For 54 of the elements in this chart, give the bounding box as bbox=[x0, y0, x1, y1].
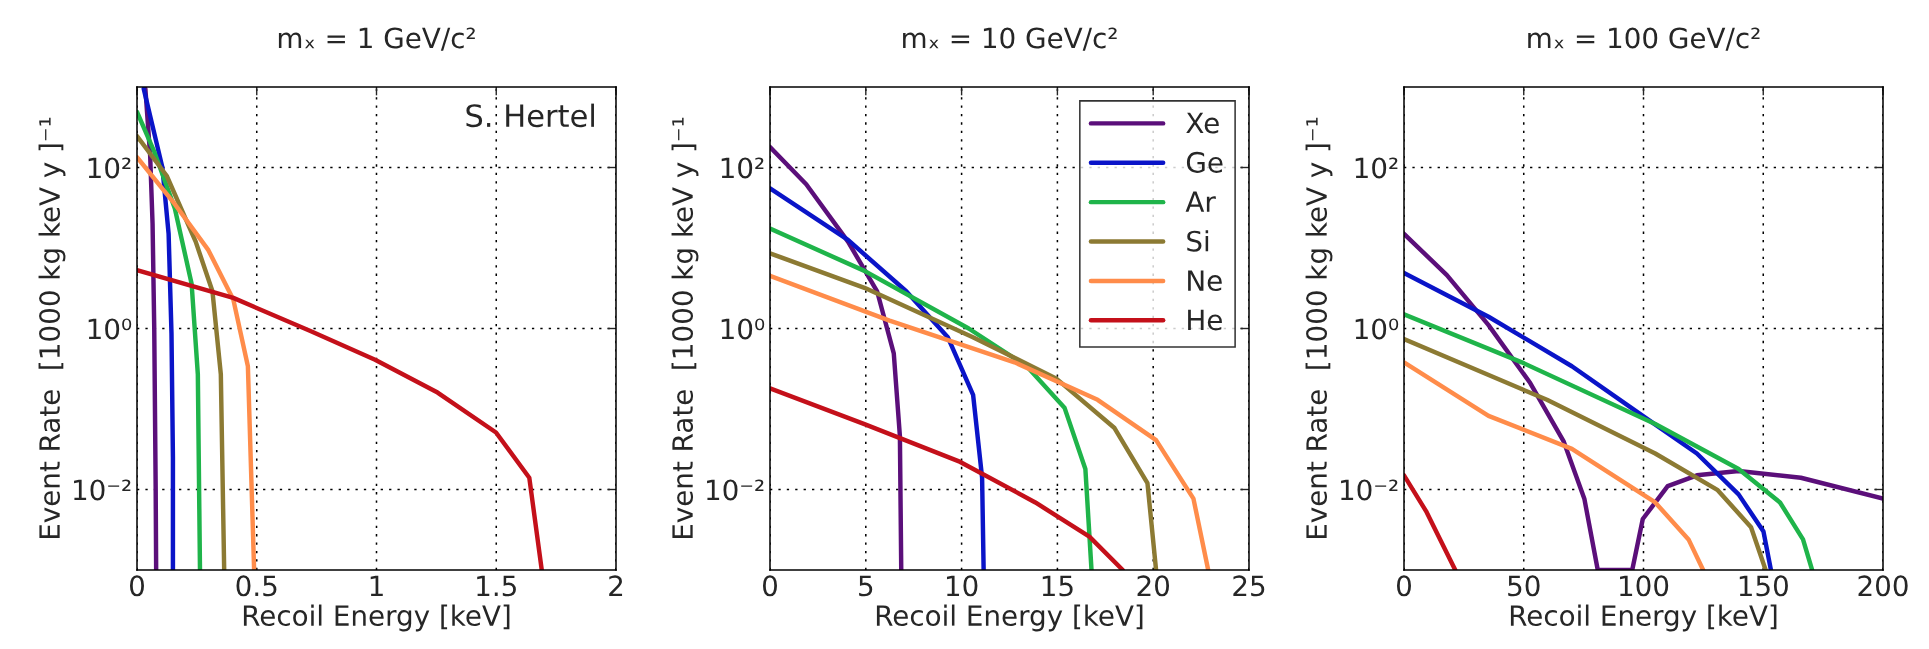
line-series bbox=[1404, 336, 1768, 570]
line-series bbox=[1404, 360, 1706, 570]
y-tick-label: 10⁻² bbox=[74, 479, 131, 501]
x-tick-label: 0 bbox=[762, 575, 777, 597]
line-series bbox=[770, 386, 1125, 570]
x-tick-label: 25 bbox=[1233, 575, 1265, 597]
x-axis-title: Recoil Energy [keV] bbox=[876, 604, 1143, 632]
legend-label: Xe bbox=[1186, 112, 1219, 134]
annotation: S. Hertel bbox=[466, 103, 594, 128]
line-series bbox=[770, 144, 904, 570]
chart-title: mₓ = 100 GeV/c² bbox=[1528, 27, 1760, 51]
x-tick-label: 150 bbox=[1739, 575, 1788, 597]
line-series bbox=[770, 186, 986, 570]
x-tick-label: 1.5 bbox=[477, 575, 516, 597]
line-series bbox=[137, 267, 544, 570]
x-tick-label: 100 bbox=[1620, 575, 1669, 597]
y-tick-label: 10⁰ bbox=[721, 318, 765, 340]
legend-label: Ar bbox=[1185, 191, 1216, 212]
y-axis-title: Event Rate [1000 kg keV y ]⁻¹ bbox=[671, 117, 699, 539]
x-tick-label: 200 bbox=[1858, 575, 1908, 597]
legend-label: Ge bbox=[1186, 151, 1223, 173]
x-tick-label: 0.5 bbox=[236, 575, 277, 597]
legend-label: Ne bbox=[1188, 270, 1222, 292]
x-axis-title: Recoil Energy [keV] bbox=[243, 604, 510, 632]
y-axis-title: Event Rate [1000 kg keV y ]⁻¹ bbox=[38, 117, 66, 539]
x-tick-label: 2 bbox=[609, 575, 623, 596]
line-series bbox=[141, 87, 176, 570]
chart-title: mₓ = 10 GeV/c² bbox=[903, 27, 1117, 51]
y-axis-title: Event Rate [1000 kg keV y ]⁻¹ bbox=[1305, 117, 1333, 539]
y-tick-label: 10² bbox=[88, 157, 131, 179]
x-tick-label: 50 bbox=[1508, 575, 1540, 597]
line-series bbox=[1404, 312, 1815, 570]
x-axis-title: Recoil Energy [keV] bbox=[1510, 604, 1777, 632]
line-series bbox=[770, 251, 1159, 570]
line-series bbox=[137, 133, 227, 570]
x-tick-label: 20 bbox=[1137, 575, 1170, 597]
chart-title: mₓ = 1 GeV/c² bbox=[278, 27, 475, 51]
y-tick-label: 10⁻² bbox=[707, 479, 764, 501]
y-tick-label: 10⁰ bbox=[1355, 318, 1399, 340]
x-tick-label: 5 bbox=[859, 575, 873, 597]
y-tick-label: 10⁻² bbox=[1341, 479, 1398, 501]
x-tick-label: 1 bbox=[370, 575, 383, 596]
line-series bbox=[137, 109, 203, 570]
line-series bbox=[1404, 270, 1774, 570]
y-tick-label: 10⁰ bbox=[88, 318, 132, 340]
legend-label: He bbox=[1188, 309, 1222, 331]
x-tick-label: 0 bbox=[129, 575, 144, 597]
y-tick-label: 10² bbox=[721, 157, 764, 179]
line-series bbox=[137, 155, 257, 570]
legend-label: Si bbox=[1187, 230, 1209, 252]
y-tick-label: 10² bbox=[1355, 157, 1398, 179]
x-tick-label: 15 bbox=[1042, 575, 1073, 597]
x-tick-label: 0 bbox=[1396, 575, 1411, 597]
x-tick-label: 10 bbox=[946, 575, 978, 597]
